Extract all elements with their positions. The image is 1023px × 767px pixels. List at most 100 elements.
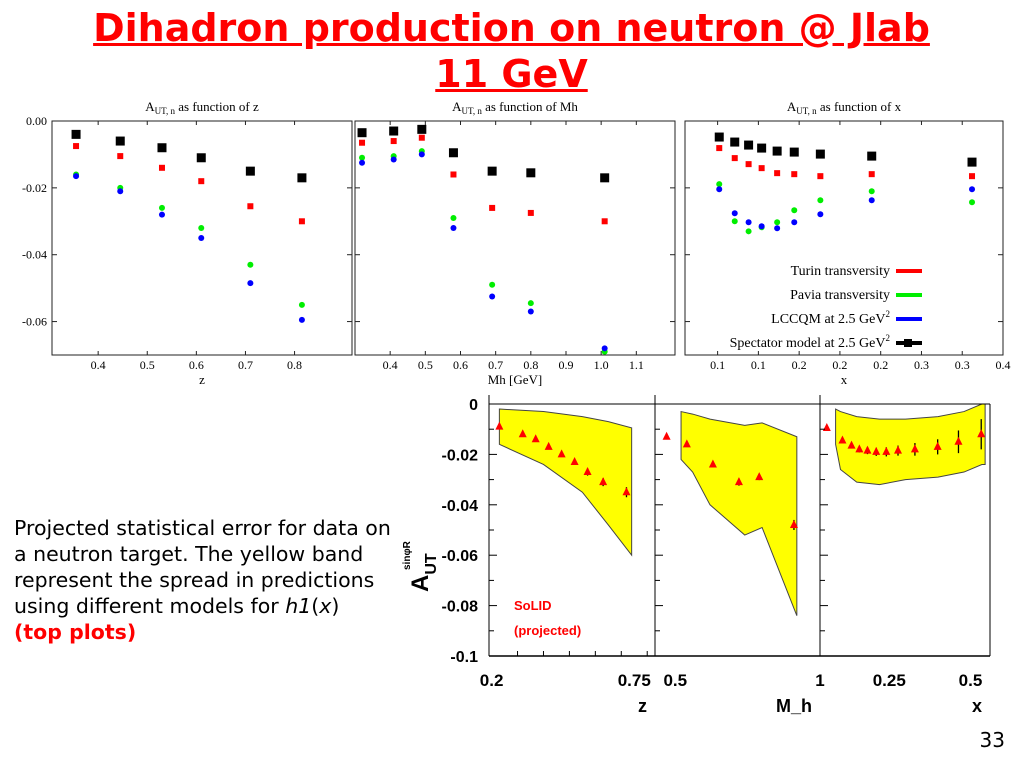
legend-label-sup: 2 bbox=[886, 309, 891, 319]
x-tick-label: 0.9 bbox=[558, 358, 573, 372]
y-tick-label: -0.06 bbox=[442, 548, 479, 565]
legend-label: Turin transversity bbox=[791, 264, 890, 279]
y-axis-label-sub: UT bbox=[423, 553, 440, 575]
data-point bbox=[882, 446, 891, 455]
panel-3: 0.25 0.5 x bbox=[820, 403, 986, 716]
data-point bbox=[734, 477, 743, 486]
data-point bbox=[487, 166, 497, 176]
x-axis-label: Mh [GeV] bbox=[488, 372, 543, 387]
description-text: Projected statistical error for data on … bbox=[14, 515, 398, 645]
data-point bbox=[73, 173, 80, 180]
legend-label-text: Pavia transversity bbox=[790, 288, 890, 303]
data-point bbox=[489, 293, 496, 300]
y-axis-label: AUT bbox=[407, 553, 440, 592]
data-point bbox=[662, 431, 671, 440]
data-point bbox=[544, 441, 553, 450]
data-point bbox=[868, 188, 875, 195]
data-point bbox=[583, 467, 592, 476]
data-point bbox=[450, 214, 457, 221]
y-tick-label: -0.1 bbox=[450, 649, 478, 666]
data-point bbox=[838, 435, 847, 444]
x-tick-label: 0.3 bbox=[955, 358, 970, 372]
chart-title-main: A bbox=[787, 99, 797, 114]
data-point bbox=[489, 204, 496, 211]
data-point bbox=[157, 143, 167, 153]
data-point bbox=[774, 170, 781, 177]
data-point bbox=[117, 188, 124, 195]
slide-title-line1: Dihadron production on neutron @ Jlab bbox=[93, 6, 930, 50]
x-tick-label: 0.2 bbox=[832, 358, 847, 372]
x-tick-label: 0.25 bbox=[873, 671, 906, 690]
chart-title: AUT, n as function of z bbox=[145, 99, 259, 116]
data-point bbox=[527, 209, 534, 216]
chart-title: AUT, n as function of Mh bbox=[452, 99, 578, 116]
data-point bbox=[933, 441, 942, 450]
data-point bbox=[71, 129, 81, 139]
series-pavia bbox=[716, 181, 976, 235]
data-point bbox=[774, 225, 781, 232]
x-tick-label: 0.2 bbox=[873, 358, 888, 372]
legend-label-text: Spectator model at 2.5 GeV bbox=[730, 336, 886, 351]
x-tick-label: 0.4 bbox=[383, 358, 398, 372]
panel-1: 0.2 0.75 z bbox=[480, 403, 651, 716]
data-point bbox=[894, 445, 903, 454]
data-point bbox=[714, 132, 724, 142]
data-point bbox=[570, 456, 579, 465]
y-tick-label: 0 bbox=[469, 397, 478, 414]
data-point bbox=[716, 181, 723, 188]
prediction-band bbox=[680, 410, 798, 616]
data-point bbox=[450, 171, 457, 178]
x-tick-label: 1.1 bbox=[629, 358, 644, 372]
x-tick-label: 0.5 bbox=[959, 671, 983, 690]
x-tick-label: 0.7 bbox=[238, 358, 253, 372]
data-point bbox=[557, 449, 566, 458]
legend-marker bbox=[904, 339, 912, 347]
data-point bbox=[716, 145, 723, 152]
data-point bbox=[247, 261, 254, 268]
data-point bbox=[527, 308, 534, 315]
data-point bbox=[357, 128, 367, 138]
description-paren-close: ) bbox=[331, 594, 340, 618]
data-point bbox=[245, 166, 255, 176]
data-point bbox=[789, 519, 798, 528]
data-point bbox=[359, 159, 366, 166]
description-var: x bbox=[319, 594, 332, 618]
data-point bbox=[297, 173, 307, 183]
series-lccqm bbox=[73, 173, 305, 323]
data-point bbox=[847, 440, 856, 449]
data-point bbox=[817, 211, 824, 218]
data-point bbox=[359, 154, 366, 161]
series-lccqm bbox=[716, 186, 976, 232]
data-point bbox=[247, 203, 254, 210]
data-point bbox=[716, 186, 723, 193]
plot-frame bbox=[51, 120, 353, 356]
x-tick-label: 0.1 bbox=[751, 358, 766, 372]
data-point bbox=[863, 445, 872, 454]
series-spectator bbox=[357, 124, 610, 183]
chart-title-sub: UT, n bbox=[462, 106, 483, 116]
data-point bbox=[731, 210, 738, 217]
data-point bbox=[817, 197, 824, 204]
data-point bbox=[601, 218, 608, 225]
data-point bbox=[601, 345, 608, 352]
legend-label-text: LCCQM at 2.5 GeV bbox=[771, 312, 885, 327]
solid-projection-chart: 0.2 0.75 z 0.5 1M_h 0.25 0.5 x 0 -0.02 -0.04 -0.06 -… bbox=[402, 395, 991, 716]
x-axis-label: z bbox=[199, 372, 205, 387]
x-tick-label: 0.5 bbox=[418, 358, 433, 372]
data-point bbox=[390, 138, 397, 145]
panel-2: 0.5 1M_h bbox=[655, 403, 825, 716]
data-point bbox=[967, 157, 977, 167]
data-point bbox=[855, 444, 864, 453]
data-point bbox=[791, 171, 798, 178]
data-point bbox=[198, 224, 205, 231]
x-tick-label: 0.2 bbox=[480, 671, 504, 690]
x-tick-label: 0.1 bbox=[710, 358, 725, 372]
plot-frame bbox=[684, 120, 1004, 356]
y-tick-label: -0.02 bbox=[442, 447, 479, 464]
legend-label: Spectator model at 2.5 GeV2 bbox=[730, 333, 890, 351]
data-point bbox=[489, 281, 496, 288]
x-tick-label: 0.6 bbox=[453, 358, 468, 372]
data-point bbox=[158, 204, 165, 211]
data-point bbox=[755, 472, 764, 481]
